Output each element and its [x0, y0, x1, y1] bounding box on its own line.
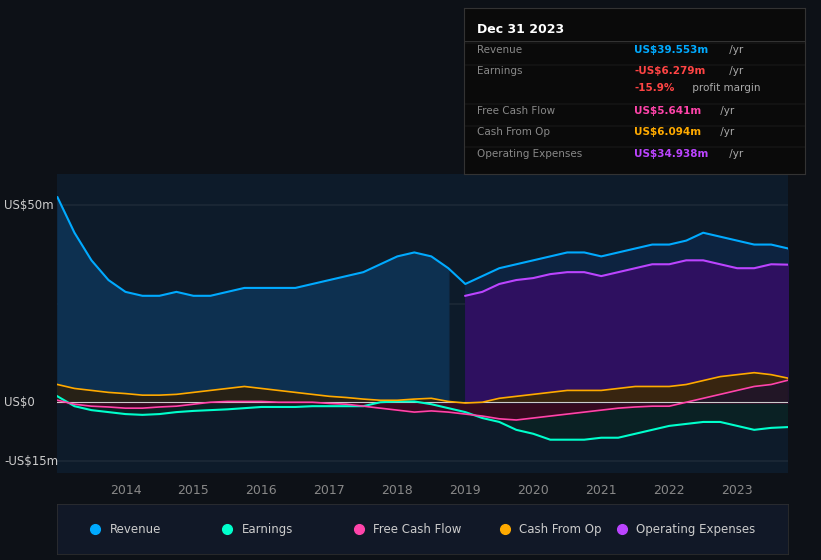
Text: Dec 31 2023: Dec 31 2023	[478, 24, 565, 36]
Text: US$50m: US$50m	[4, 199, 53, 212]
Text: -US$15m: -US$15m	[4, 455, 58, 468]
Text: US$39.553m: US$39.553m	[635, 45, 709, 55]
Text: -15.9%: -15.9%	[635, 83, 675, 92]
Text: Earnings: Earnings	[241, 522, 293, 536]
Text: /yr: /yr	[717, 106, 734, 116]
Text: Earnings: Earnings	[478, 66, 523, 76]
Text: Free Cash Flow: Free Cash Flow	[373, 522, 461, 536]
Text: /yr: /yr	[727, 66, 744, 76]
Text: US$34.938m: US$34.938m	[635, 149, 709, 158]
Text: profit margin: profit margin	[690, 83, 761, 92]
Text: -US$6.279m: -US$6.279m	[635, 66, 705, 76]
Text: US$5.641m: US$5.641m	[635, 106, 701, 116]
Text: US$6.094m: US$6.094m	[635, 127, 701, 137]
Text: /yr: /yr	[717, 127, 734, 137]
Text: Cash From Op: Cash From Op	[478, 127, 551, 137]
Text: Cash From Op: Cash From Op	[519, 522, 602, 536]
Text: /yr: /yr	[727, 149, 744, 158]
Text: Operating Expenses: Operating Expenses	[636, 522, 755, 536]
Text: /yr: /yr	[727, 45, 744, 55]
Text: Free Cash Flow: Free Cash Flow	[478, 106, 556, 116]
Text: Revenue: Revenue	[478, 45, 523, 55]
Text: US$0: US$0	[4, 396, 34, 409]
Text: Revenue: Revenue	[110, 522, 162, 536]
Text: Operating Expenses: Operating Expenses	[478, 149, 583, 158]
